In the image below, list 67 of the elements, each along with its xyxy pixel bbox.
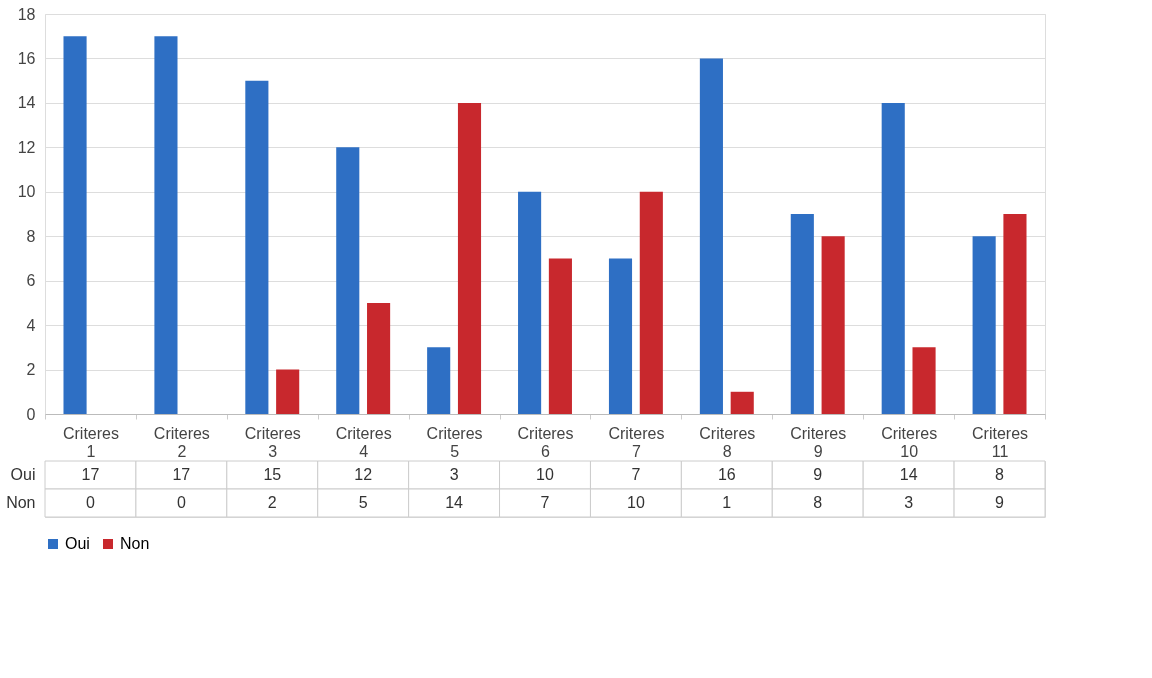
bar bbox=[881, 102, 905, 414]
data-label: 2 bbox=[267, 494, 277, 511]
x-tick-label: Criteres 10 bbox=[881, 424, 938, 460]
legend-label: Oui bbox=[65, 535, 90, 552]
bar bbox=[1003, 214, 1027, 414]
y-tick-label: 0 bbox=[26, 405, 36, 423]
y-tick-label: 14 bbox=[17, 94, 36, 112]
bar bbox=[608, 258, 633, 414]
data-label: 1 bbox=[722, 494, 732, 511]
bar bbox=[518, 191, 542, 414]
bar bbox=[912, 347, 936, 414]
x-tick-label: Criteres 7 bbox=[608, 424, 665, 460]
data-label: 12 bbox=[354, 466, 373, 483]
y-tick-label: 16 bbox=[17, 49, 36, 67]
data-label: 7 bbox=[631, 466, 641, 483]
data-label: 8 bbox=[995, 466, 1005, 483]
data-label: 14 bbox=[445, 494, 464, 511]
y-tick-label: 10 bbox=[17, 183, 36, 201]
data-label: 10 bbox=[536, 466, 554, 483]
bar bbox=[972, 236, 996, 414]
data-label: 14 bbox=[899, 466, 918, 483]
data-label: 9 bbox=[813, 466, 823, 483]
data-label: 10 bbox=[627, 494, 645, 511]
y-tick-label: 12 bbox=[17, 138, 36, 156]
bar bbox=[730, 391, 754, 414]
y-tick-label: 6 bbox=[26, 272, 36, 290]
bar bbox=[336, 147, 360, 414]
x-tick-label: Criteres 1 bbox=[62, 424, 119, 460]
bar bbox=[548, 258, 572, 414]
data-label: 15 bbox=[263, 466, 282, 483]
bar bbox=[639, 191, 663, 414]
data-label: 5 bbox=[358, 494, 368, 511]
bar bbox=[367, 302, 391, 414]
x-tick-label: Criteres 11 bbox=[972, 424, 1029, 460]
text: Non bbox=[6, 494, 36, 511]
bar bbox=[699, 58, 723, 414]
data-label: 3 bbox=[449, 466, 459, 483]
data-label: 3 bbox=[904, 494, 914, 511]
bar bbox=[276, 369, 300, 414]
x-tick-label: Criteres 9 bbox=[790, 424, 847, 460]
bar bbox=[245, 80, 269, 414]
data-label: 7 bbox=[540, 494, 550, 511]
legend-label: Non bbox=[120, 535, 150, 552]
data-label: 0 bbox=[86, 494, 95, 511]
x-tick-label: Criteres 5 bbox=[426, 424, 483, 460]
bar bbox=[790, 214, 814, 414]
data-label: 8 bbox=[813, 494, 823, 511]
bar bbox=[427, 347, 451, 414]
bar bbox=[821, 236, 845, 414]
x-tick-label: Criteres 8 bbox=[699, 424, 756, 460]
x-tick-label: Criteres 3 bbox=[244, 424, 301, 460]
x-tick-label: Criteres 6 bbox=[517, 424, 574, 460]
y-tick-label: 2 bbox=[26, 361, 36, 379]
data-label: 17 bbox=[81, 466, 100, 483]
y-tick-label: 18 bbox=[17, 5, 36, 23]
bar bbox=[457, 102, 482, 414]
bar bbox=[154, 36, 178, 414]
data-label: 0 bbox=[176, 494, 186, 511]
text: Oui bbox=[10, 466, 36, 483]
x-tick-label: Criteres 4 bbox=[335, 424, 392, 460]
data-label: 17 bbox=[172, 466, 191, 483]
x-tick-label: Criteres 2 bbox=[153, 424, 210, 460]
y-tick-label: 8 bbox=[26, 227, 36, 245]
data-label: 16 bbox=[717, 466, 736, 483]
y-tick-label: 4 bbox=[26, 316, 36, 334]
bar bbox=[63, 36, 87, 414]
data-label: 9 bbox=[995, 494, 1005, 511]
